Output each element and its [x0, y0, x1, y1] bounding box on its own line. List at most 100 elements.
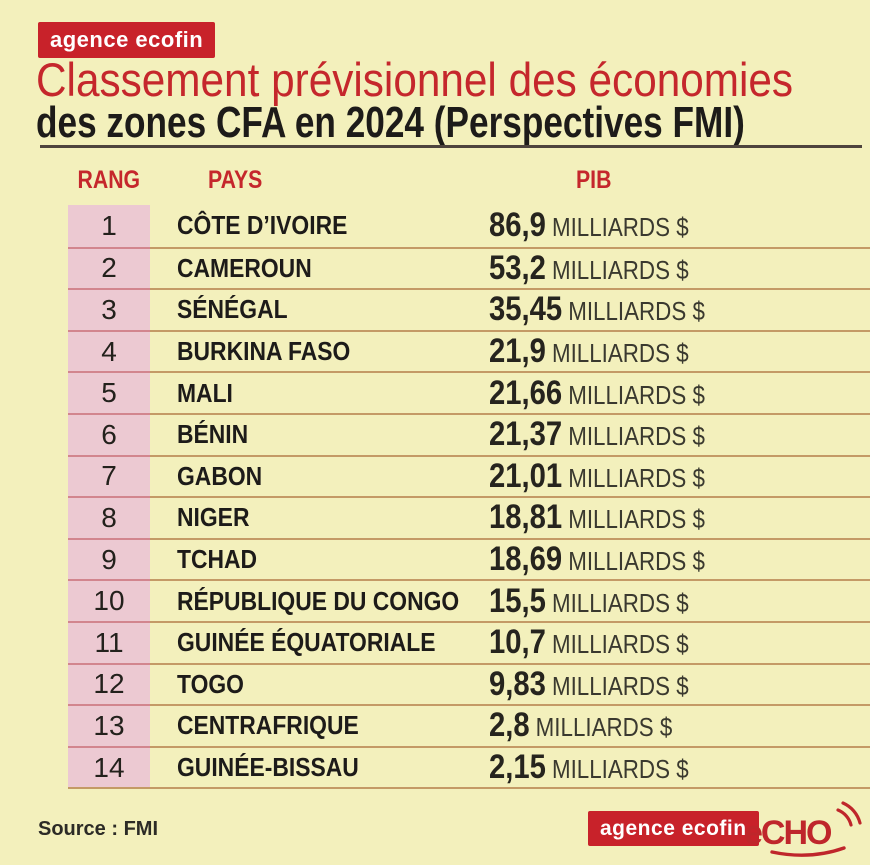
- rank-cell: 11: [68, 620, 150, 663]
- column-header-rang-label: RANG: [77, 165, 141, 194]
- rank-cell: 7: [68, 454, 150, 497]
- rank-cell: 8: [68, 496, 150, 538]
- country-cell: SÉNÉGAL: [150, 288, 489, 330]
- table-row: 4 BURKINA FASO 21,9 MILLIARDS $: [68, 329, 870, 372]
- country-name: GABON: [177, 460, 263, 491]
- pib-cell: 18,81 MILLIARDS $: [489, 496, 870, 538]
- pib-cell: 15,5 MILLIARDS $: [489, 579, 870, 621]
- pib-cell: 18,69 MILLIARDS $: [489, 537, 870, 580]
- country-name: RÉPUBLIQUE DU CONGO: [177, 585, 460, 616]
- country-name: GUINÉE ÉQUATORIALE: [177, 627, 436, 658]
- pib-text: 35,45 MILLIARDS $: [489, 290, 705, 329]
- pib-unit: MILLIARDS $: [551, 629, 689, 660]
- pib-text: 10,7 MILLIARDS $: [489, 623, 689, 662]
- country-name: TCHAD: [177, 544, 258, 575]
- pib-cell: 86,9 MILLIARDS $: [489, 205, 870, 247]
- pib-value: 21,37: [489, 415, 563, 454]
- pib-unit: MILLIARDS $: [551, 587, 689, 618]
- country-name: GUINÉE-BISSAU: [177, 752, 359, 783]
- agence-ecofin-badge-top-label: agence ecofin: [50, 27, 204, 52]
- pib-cell: 9,83 MILLIARDS $: [489, 662, 870, 705]
- pib-value: 9,83: [489, 664, 546, 703]
- table-row: 3 SÉNÉGAL 35,45 MILLIARDS $: [68, 288, 870, 330]
- rank-cell: 2: [68, 246, 150, 289]
- pib-value: 18,81: [489, 498, 563, 537]
- rank-cell: 6: [68, 412, 150, 455]
- pib-text: 2,8 MILLIARDS $: [489, 706, 672, 745]
- country-cell: CENTRAFRIQUE: [150, 704, 489, 746]
- rank-cell: 4: [68, 329, 150, 372]
- table-row: 14 GUINÉE-BISSAU 2,15 MILLIARDS $: [68, 745, 870, 788]
- country-cell: NIGER: [150, 496, 489, 538]
- pib-unit: MILLIARDS $: [568, 462, 705, 493]
- rank-cell: 1: [68, 205, 150, 247]
- pib-unit: MILLIARDS $: [535, 712, 673, 743]
- table-row: 13 CENTRAFRIQUE 2,8 MILLIARDS $: [68, 704, 870, 746]
- pib-text: 9,83 MILLIARDS $: [489, 665, 689, 704]
- pib-value: 15,5: [489, 581, 546, 620]
- pib-cell: 2,15 MILLIARDS $: [489, 745, 870, 788]
- rank-value: 13: [93, 709, 125, 741]
- table-row: 1 CÔTE D’IVOIRE 86,9 MILLIARDS $: [68, 205, 870, 247]
- pib-text: 21,66 MILLIARDS $: [489, 374, 705, 413]
- echo-wave-icon-inner: [836, 808, 853, 827]
- column-header-rang: RANG: [68, 166, 150, 195]
- pib-cell: 2,8 MILLIARDS $: [489, 704, 870, 746]
- pib-unit: MILLIARDS $: [568, 379, 705, 410]
- table-header: RANG PAYS PIB: [68, 164, 870, 196]
- table-row: 6 BÉNIN 21,37 MILLIARDS $: [68, 412, 870, 455]
- pib-text: 21,9 MILLIARDS $: [489, 332, 689, 371]
- rank-cell: 12: [68, 662, 150, 705]
- pib-cell: 21,01 MILLIARDS $: [489, 454, 870, 497]
- country-name: NIGER: [177, 502, 250, 533]
- rank-value: 11: [94, 626, 124, 658]
- table-row: 11 GUINÉE ÉQUATORIALE 10,7 MILLIARDS $: [68, 620, 870, 663]
- column-header-pib-label: PIB: [576, 165, 612, 194]
- country-name: TOGO: [177, 668, 244, 699]
- pib-unit: MILLIARDS $: [568, 421, 705, 452]
- pib-cell: 53,2 MILLIARDS $: [489, 246, 870, 289]
- rank-cell: 3: [68, 288, 150, 330]
- pib-text: 53,2 MILLIARDS $: [489, 249, 689, 288]
- pib-value: 21,01: [489, 456, 563, 495]
- pib-cell: 10,7 MILLIARDS $: [489, 620, 870, 663]
- title-divider: [40, 145, 862, 148]
- rank-value: 5: [101, 377, 117, 409]
- pib-unit: MILLIARDS $: [551, 670, 689, 701]
- country-name: CENTRAFRIQUE: [177, 710, 359, 741]
- rank-cell: 13: [68, 704, 150, 746]
- page-subtitle-text: des zones CFA en 2024 (Perspectives FMI): [36, 98, 745, 147]
- echo-logo: eCHO: [742, 800, 868, 862]
- rank-value: 14: [93, 751, 125, 783]
- pib-unit: MILLIARDS $: [551, 754, 689, 785]
- table-row: 9 TCHAD 18,69 MILLIARDS $: [68, 537, 870, 580]
- agence-ecofin-badge-bottom-label: agence ecofin: [600, 816, 747, 840]
- table-row: 2 CAMEROUN 53,2 MILLIARDS $: [68, 246, 870, 289]
- country-name: CAMEROUN: [177, 252, 312, 283]
- rank-value: 3: [101, 293, 117, 325]
- pib-cell: 21,66 MILLIARDS $: [489, 371, 870, 413]
- rank-cell: 10: [68, 579, 150, 621]
- pib-unit: MILLIARDS $: [568, 504, 705, 535]
- column-header-pays: PAYS: [150, 166, 489, 195]
- echo-logo-graphic: eCHO: [744, 801, 862, 857]
- source-label: Source : FMI: [38, 818, 159, 840]
- pib-text: 18,81 MILLIARDS $: [489, 498, 705, 537]
- country-cell: MALI: [150, 371, 489, 413]
- country-name: MALI: [177, 377, 233, 408]
- country-cell: BURKINA FASO: [150, 329, 489, 372]
- country-name: CÔTE D’IVOIRE: [177, 210, 348, 241]
- country-cell: RÉPUBLIQUE DU CONGO: [150, 579, 489, 621]
- pib-unit: MILLIARDS $: [568, 546, 705, 577]
- rank-value: 7: [101, 460, 117, 492]
- page-subtitle: des zones CFA en 2024 (Perspectives FMI): [36, 101, 870, 145]
- rank-value: 2: [101, 252, 117, 284]
- rank-value: 1: [101, 209, 117, 241]
- column-header-pays-label: PAYS: [208, 165, 263, 194]
- table-row: 12 TOGO 9,83 MILLIARDS $: [68, 662, 870, 705]
- pib-cell: 21,9 MILLIARDS $: [489, 329, 870, 372]
- pib-text: 15,5 MILLIARDS $: [489, 582, 689, 621]
- rank-value: 4: [101, 335, 117, 367]
- ranking-table: 1 CÔTE D’IVOIRE 86,9 MILLIARDS $ 2 CAMERO…: [68, 205, 870, 790]
